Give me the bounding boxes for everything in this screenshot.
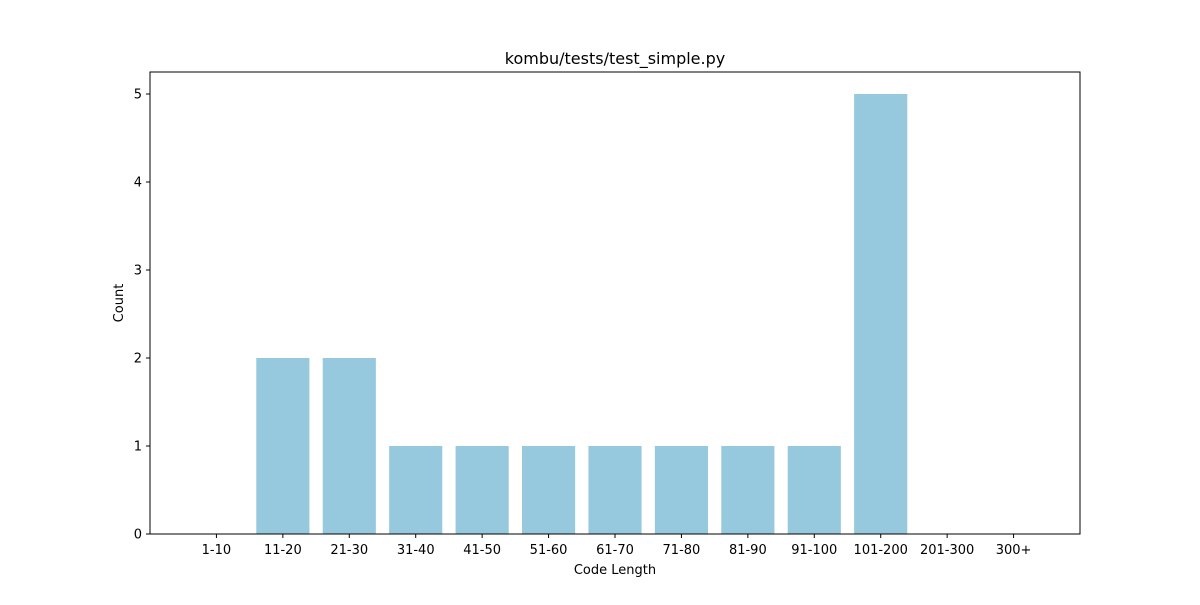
y-tick-label: 5	[134, 88, 142, 103]
x-tick-label: 21-30	[330, 543, 368, 558]
x-tick-label: 41-50	[463, 543, 501, 558]
x-tick-label: 61-70	[596, 543, 634, 558]
bar-31-40	[389, 446, 443, 534]
y-tick-label: 1	[134, 440, 142, 455]
bar-11-20	[256, 358, 310, 534]
bar-91-100	[787, 446, 841, 534]
chart-title: kombu/tests/test_simple.py	[505, 49, 725, 69]
bar-61-70	[588, 446, 642, 534]
x-tick-label: 81-90	[729, 543, 767, 558]
y-tick-label: 2	[134, 352, 142, 367]
x-tick-label: 91-100	[791, 543, 837, 558]
x-tick-label: 201-300	[920, 543, 974, 558]
bar-21-30	[322, 358, 376, 534]
bar-71-80	[654, 446, 708, 534]
x-tick-label: 71-80	[663, 543, 701, 558]
x-tick-label: 300+	[996, 543, 1032, 558]
y-tick-label: 4	[134, 176, 142, 191]
y-tick-label: 3	[134, 264, 142, 279]
y-axis-label: Count	[112, 284, 127, 323]
y-axis: 0 1 2 3 4 5	[134, 88, 150, 543]
x-axis: 1-10 11-20 21-30 31-40 41-50 51-60 61-70 71-80 8…	[202, 534, 1032, 558]
bars-layer	[256, 94, 908, 534]
x-tick-label: 11-20	[264, 543, 302, 558]
bar-101-200	[854, 94, 908, 534]
bar-51-60	[522, 446, 576, 534]
x-tick-label: 51-60	[530, 543, 568, 558]
x-tick-label: 101-200	[854, 543, 908, 558]
bar-41-50	[455, 446, 509, 534]
bar-81-90	[721, 446, 775, 534]
y-tick-label: 0	[134, 528, 142, 543]
x-axis-label: Code Length	[574, 563, 656, 578]
x-tick-label: 1-10	[202, 543, 232, 558]
x-tick-label: 31-40	[397, 543, 435, 558]
